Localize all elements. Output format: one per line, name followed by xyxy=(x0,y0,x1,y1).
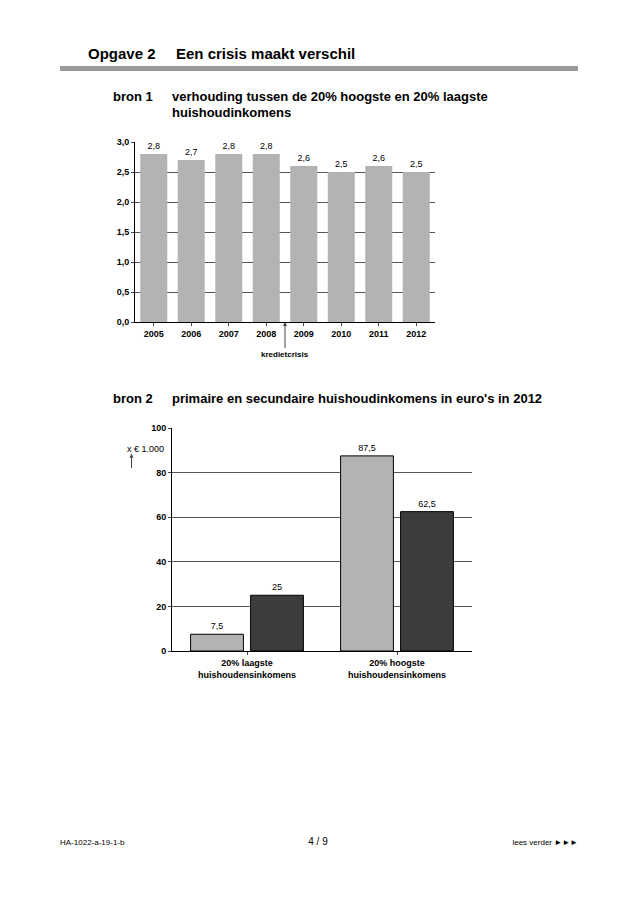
svg-text:62,5: 62,5 xyxy=(418,499,436,509)
svg-text:60: 60 xyxy=(156,512,166,522)
html-text:bron 1: bron 1 xyxy=(113,89,153,104)
html-text:lees verder ►►►: lees verder ►►► xyxy=(512,838,578,847)
svg-text:kredietcrisis: kredietcrisis xyxy=(261,350,309,359)
html-text:4 / 9: 4 / 9 xyxy=(308,836,328,847)
svg-text:20: 20 xyxy=(156,602,166,612)
svg-text:40: 40 xyxy=(156,557,166,567)
svg-text:20% hoogstehuishoudensinkomens: 20% hoogstehuishoudensinkomens xyxy=(348,658,446,680)
svg-text:2,5: 2,5 xyxy=(335,159,348,169)
svg-text:0,5: 0,5 xyxy=(117,287,130,297)
svg-text:2,5: 2,5 xyxy=(410,159,423,169)
svg-text:2005: 2005 xyxy=(144,329,164,339)
svg-text:1,5: 1,5 xyxy=(117,227,130,237)
svg-text:100: 100 xyxy=(151,423,166,433)
html-text:bron 2: bron 2 xyxy=(113,391,153,406)
svg-text:2006: 2006 xyxy=(181,329,201,339)
svg-text:2,8: 2,8 xyxy=(222,141,235,151)
svg-text:1,0: 1,0 xyxy=(117,257,130,267)
svg-text:7,5: 7,5 xyxy=(211,621,224,631)
svg-text:20% laagstehuishoudensinkomens: 20% laagstehuishoudensinkomens xyxy=(198,658,296,680)
svg-text:2007: 2007 xyxy=(219,329,239,339)
svg-text:2,0: 2,0 xyxy=(117,197,130,207)
svg-text:2012: 2012 xyxy=(406,329,426,339)
svg-text:2011: 2011 xyxy=(369,329,389,339)
svg-text:x € 1.000: x € 1.000 xyxy=(127,444,164,454)
html-text:Een crisis maakt verschil: Een crisis maakt verschil xyxy=(176,45,356,62)
svg-text:2,6: 2,6 xyxy=(297,153,310,163)
svg-text:0: 0 xyxy=(161,646,166,656)
svg-text:2,8: 2,8 xyxy=(147,141,160,151)
svg-text:3,0: 3,0 xyxy=(117,137,130,147)
html-text:verhouding tussen de 20% hoogs: verhouding tussen de 20% hoogste en 20% … xyxy=(172,89,488,120)
svg-text:2009: 2009 xyxy=(294,329,314,339)
svg-text:2,7: 2,7 xyxy=(185,147,198,157)
svg-text:2,5: 2,5 xyxy=(117,167,130,177)
svg-text:2,6: 2,6 xyxy=(372,153,385,163)
html-text:HA-1022-a-19-1-b: HA-1022-a-19-1-b xyxy=(60,838,125,847)
svg-text:25: 25 xyxy=(272,582,282,592)
svg-text:2008: 2008 xyxy=(256,329,276,339)
svg-text:2010: 2010 xyxy=(331,329,351,339)
html-text:primaire en secundaire huishou: primaire en secundaire huishoudinkomens … xyxy=(172,391,543,406)
svg-text:80: 80 xyxy=(156,468,166,478)
svg-text:87,5: 87,5 xyxy=(358,443,376,453)
svg-text:0,0: 0,0 xyxy=(117,317,130,327)
html-text:Opgave 2: Opgave 2 xyxy=(88,45,156,62)
svg-text:2,8: 2,8 xyxy=(260,141,273,151)
